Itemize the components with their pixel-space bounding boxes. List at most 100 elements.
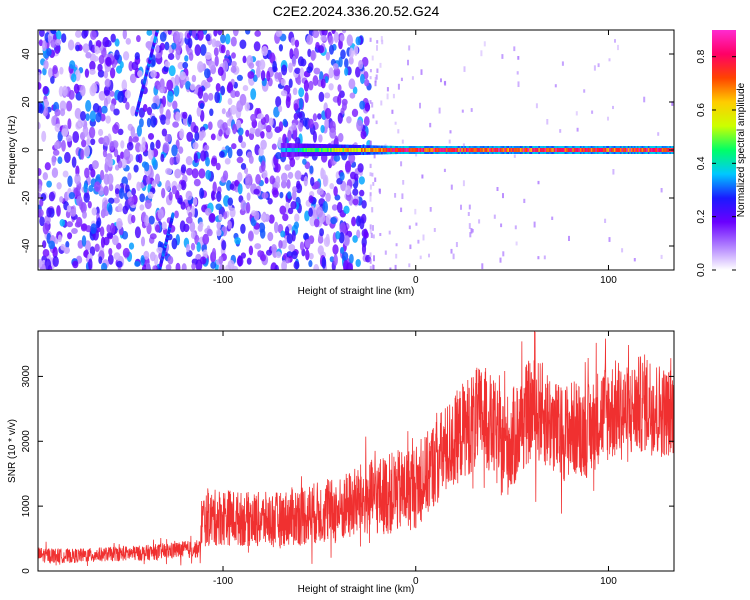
spectrogram-cell: [419, 102, 421, 109]
spectrogram-carrier-cell: [521, 148, 524, 152]
spectrogram-cell: [324, 92, 331, 99]
spectrogram-cell: [231, 143, 237, 150]
spectrogram-carrier-cell: [476, 148, 479, 152]
spectrogram-cell: [353, 45, 359, 56]
spectrogram-cell: [298, 97, 304, 110]
spectrogram-cell: [591, 110, 594, 114]
spectrogram-cell: [260, 160, 266, 172]
spectrogram-cell: [95, 40, 102, 48]
spectrogram-cell: [98, 128, 104, 137]
spectrogram-cell: [188, 30, 193, 36]
spectrogram-cell: [102, 36, 110, 48]
spectrogram-cell: [288, 78, 293, 89]
spectrogram-cell: [188, 211, 193, 219]
spectrogram-cell: [157, 208, 164, 220]
spectrogram-cell: [288, 62, 293, 73]
spectrogram-cell: [38, 168, 42, 176]
spectrogram-carrier-cell: [583, 148, 586, 152]
spectrogram-cell: [237, 183, 243, 195]
spectrogram-cell: [38, 259, 43, 268]
spectrogram-cell: [200, 150, 207, 162]
spectrogram-cell: [43, 59, 49, 70]
spectrogram-cell: [128, 242, 135, 250]
spectrogram-carrier-cell: [322, 148, 325, 152]
spectrogram-cell: [81, 235, 87, 247]
spectrogram-carrier-cell: [468, 148, 472, 152]
spectrogram-cell: [71, 156, 77, 168]
spectrogram-cell: [38, 192, 42, 199]
spectrogram-panel: -100 0 100 -40 -20 0 20 40 Height of straight …: [7, 29, 675, 297]
spectrogram-carrier-cell: [333, 148, 336, 152]
spectrogram-cell: [222, 60, 229, 72]
spectrogram-carrier-cell: [330, 148, 333, 152]
spectrogram-carrier-cell: [556, 148, 559, 152]
spectrogram-cell: [554, 84, 557, 88]
spectrogram-carrier-cell: [327, 148, 330, 152]
spectrogram-cell: [324, 118, 330, 130]
spectrogram-cells: [38, 30, 674, 270]
spectrogram-carrier-cell: [374, 148, 378, 152]
spectrogram-cell: [111, 235, 119, 246]
spectrogram-cell: [46, 207, 52, 218]
spectrogram-carrier-cell: [456, 148, 459, 152]
spectrogram-cell: [187, 37, 193, 49]
spectrogram-cell: [369, 100, 372, 104]
spectrogram-carrier-cell: [359, 148, 362, 152]
spectrogram-cell: [546, 119, 549, 125]
spectrogram-cell: [198, 221, 204, 229]
spectrogram-cell: [294, 39, 300, 48]
spectrogram-cell: [266, 70, 271, 82]
spectrogram-cell: [217, 30, 223, 36]
spectrogram-cell: [394, 264, 397, 270]
spectrogram-cell: [537, 180, 540, 185]
spectrogram-carrier-cell: [601, 148, 604, 152]
spectrogram-cell: [132, 136, 139, 143]
spectrogram-cell: [234, 179, 240, 187]
spectrogram-cell: [346, 262, 353, 270]
spectrogram-cell: [280, 90, 288, 97]
spectrogram-cell: [279, 205, 287, 215]
spectrogram-carrier-cell: [447, 148, 450, 152]
spectrogram-cell: [381, 39, 384, 45]
spectrogram-cell: [180, 179, 187, 191]
spectrogram-cell: [213, 47, 219, 57]
spectrogram-carrier-cell: [404, 148, 407, 152]
spectrogram-cell: [42, 240, 47, 249]
spectrogram-carrier-cell: [351, 148, 354, 152]
spectrogram-cell: [671, 101, 674, 106]
spectrogram-cell: [136, 181, 141, 192]
spectrogram-cell: [59, 218, 66, 227]
spectrogram-carrier-cell: [445, 148, 448, 152]
spectrogram-carrier-cell: [459, 148, 462, 152]
spectrogram-cell: [221, 240, 227, 251]
spectrogram-cell: [310, 176, 315, 187]
spectrogram-cell: [52, 255, 59, 268]
spectrogram-cell: [52, 65, 58, 75]
spectrogram-cell: [175, 49, 181, 61]
spectrogram-carrier-cell: [452, 148, 455, 152]
spectrogram-cell: [341, 102, 347, 111]
spectrogram-carrier-cell: [579, 148, 583, 152]
spectrogram-cell: [379, 233, 382, 237]
spectrogram-cell: [39, 216, 45, 227]
spectrogram-cell: [83, 145, 91, 158]
spectrogram-cell: [313, 218, 320, 228]
spectrogram-cell: [182, 111, 188, 119]
spectrogram-cell: [297, 112, 303, 119]
spectrogram-carrier-cell: [453, 148, 456, 152]
spectrogram-carrier-cell: [313, 148, 316, 152]
spectrogram-cell: [114, 188, 120, 195]
spectrogram-cell: [298, 122, 303, 132]
spectrogram-cell: [389, 267, 392, 270]
spectrogram-cell: [328, 35, 334, 46]
spectrogram-cell: [242, 85, 249, 92]
spectrogram-carrier-cell: [526, 148, 529, 152]
spectrogram-cell: [455, 242, 458, 248]
spectrogram-cell: [125, 184, 130, 194]
spectrogram-cell: [74, 221, 82, 228]
spectrogram-carrier-cell: [331, 148, 334, 152]
spectrogram-cell: [126, 141, 134, 151]
spectrogram-carrier-cell: [584, 148, 587, 152]
spectrogram-cell: [372, 114, 375, 119]
